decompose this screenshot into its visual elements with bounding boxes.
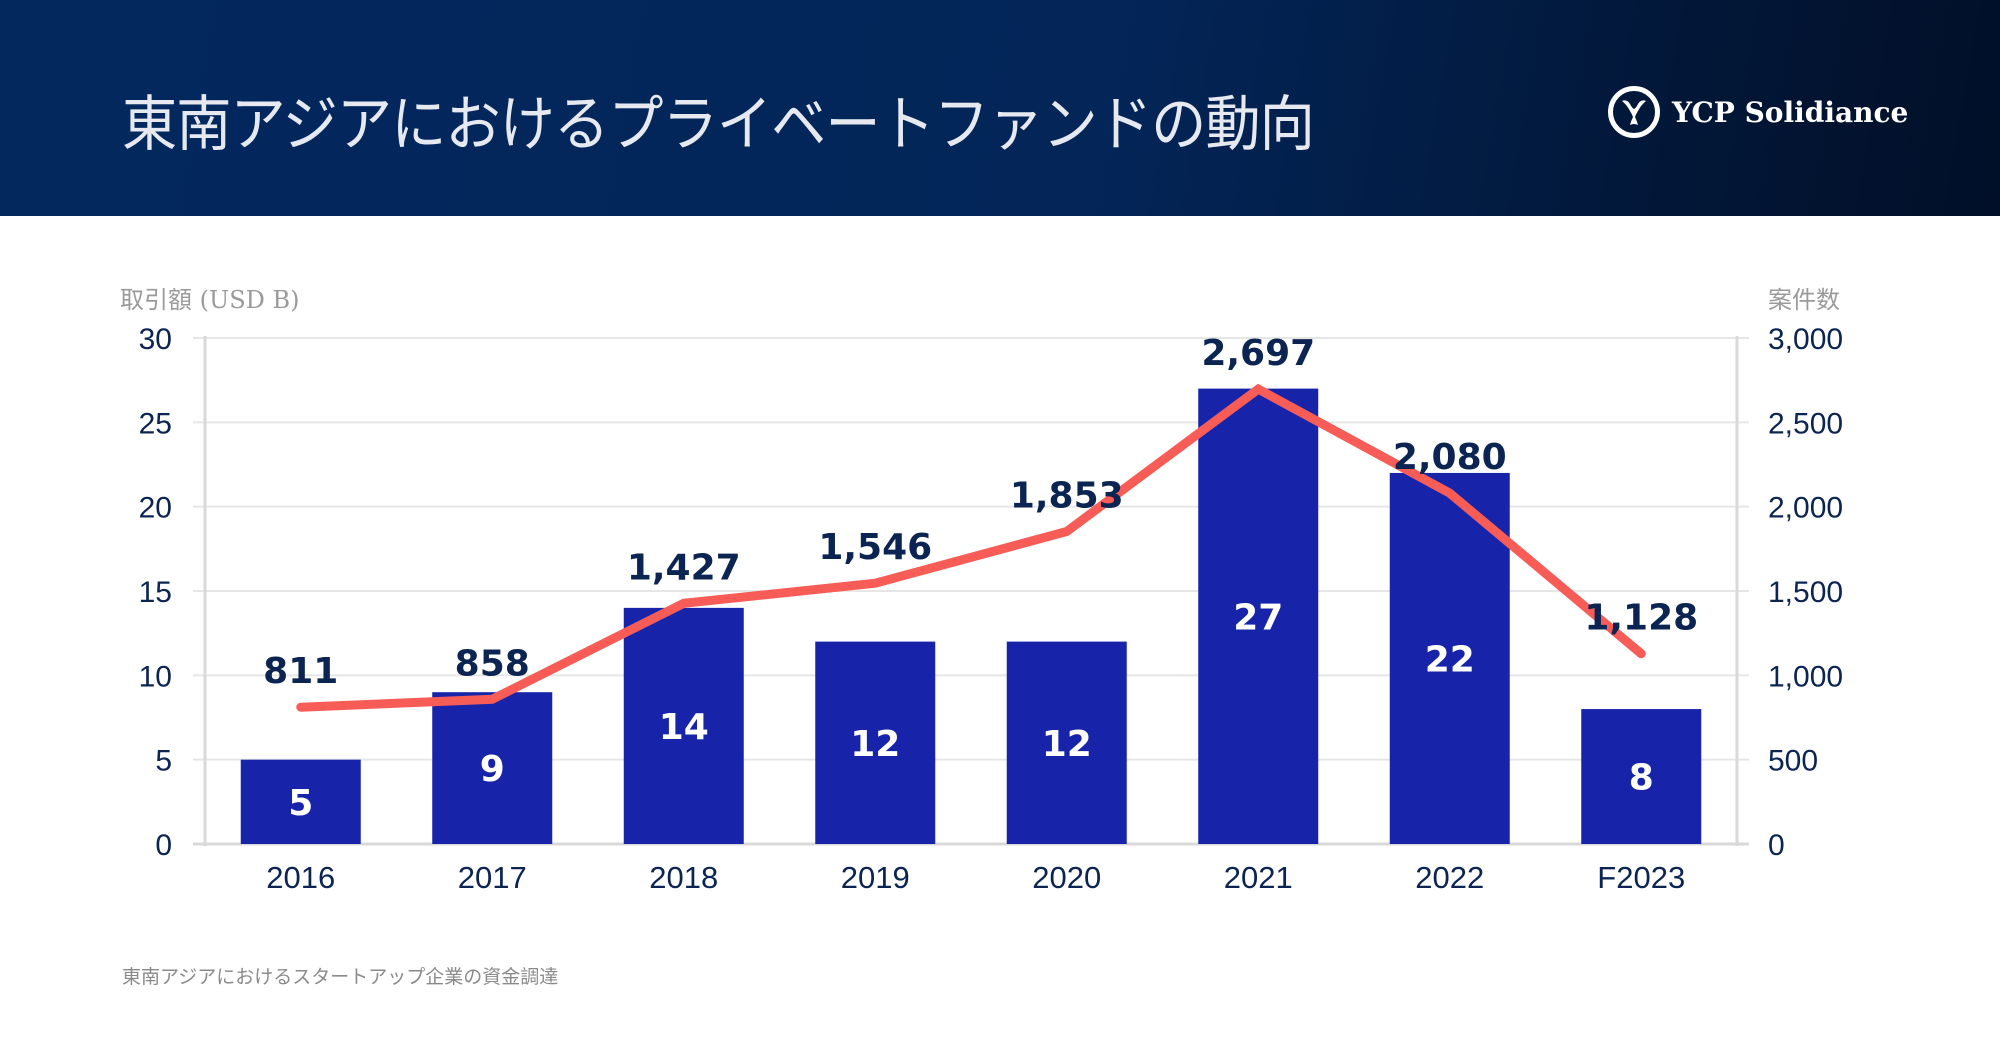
- ycp-logo-icon: [1608, 86, 1660, 138]
- bar: [1581, 709, 1702, 844]
- bar: [432, 692, 553, 844]
- line-value-label: 1,128: [1584, 598, 1698, 639]
- line-value-label: 858: [455, 643, 530, 684]
- line-value-label: 811: [263, 651, 338, 692]
- x-tick-label: 2018: [649, 860, 718, 895]
- line-value-label: 1,546: [818, 527, 932, 568]
- x-tick-label: 2020: [1032, 860, 1101, 895]
- bar-value-label: 9: [480, 749, 505, 790]
- bar-value-label: 5: [288, 783, 313, 824]
- bar-value-label: 12: [1042, 724, 1092, 765]
- bar: [240, 759, 361, 844]
- line-value-label: 1,853: [1010, 475, 1124, 516]
- x-tick-label: 2022: [1415, 860, 1484, 895]
- left-tick-label: 20: [139, 492, 172, 525]
- x-tick-label: 2017: [458, 860, 527, 895]
- left-axis-title: 取引額 (USD B): [120, 286, 300, 314]
- left-tick-label: 0: [155, 829, 172, 862]
- bar-value-label: 27: [1233, 597, 1283, 638]
- bar-value-label: 8: [1629, 758, 1654, 799]
- x-tick-label: F2023: [1597, 860, 1685, 895]
- right-tick-label: 2,000: [1768, 492, 1843, 525]
- header-banner: 東南アジアにおけるプライベートファンドの動向 YCP Solidiance: [0, 0, 2000, 216]
- left-tick-label: 30: [139, 323, 172, 356]
- bar-value-label: 22: [1425, 639, 1475, 680]
- x-tick-label: 2019: [841, 860, 910, 895]
- line-value-label: 2,080: [1393, 437, 1507, 478]
- bar: [815, 641, 936, 844]
- bar-value-label: 14: [659, 707, 709, 748]
- right-tick-label: 1,500: [1768, 576, 1843, 609]
- right-tick-label: 2,500: [1768, 407, 1843, 440]
- left-tick-label: 25: [139, 407, 172, 440]
- left-tick-label: 5: [155, 745, 172, 778]
- bar: [623, 607, 744, 844]
- right-tick-label: 0: [1768, 829, 1785, 862]
- x-tick-label: 2021: [1224, 860, 1293, 895]
- brand-name: YCP Solidiance: [1672, 95, 1909, 129]
- right-tick-label: 1,000: [1768, 660, 1843, 693]
- line-value-label: 2,697: [1201, 333, 1315, 374]
- bar: [1198, 388, 1319, 844]
- right-tick-label: 500: [1768, 745, 1818, 778]
- bar-value-label: 12: [850, 724, 900, 765]
- left-tick-label: 10: [139, 660, 172, 693]
- bar: [1389, 472, 1510, 844]
- deal-count-line: [296, 383, 1646, 712]
- footnote: 東南アジアにおけるスタートアップ企業の資金調達: [122, 966, 559, 988]
- bar: [1006, 641, 1127, 844]
- right-tick-label: 3,000: [1768, 323, 1843, 356]
- page-title: 東南アジアにおけるプライベートファンドの動向: [122, 90, 1315, 160]
- line-value-label: 1,427: [627, 547, 741, 588]
- x-tick-label: 2016: [266, 860, 335, 895]
- left-tick-label: 15: [139, 576, 172, 609]
- brand-logo: YCP Solidiance: [1608, 86, 1908, 138]
- right-axis-title: 案件数: [1768, 286, 1840, 314]
